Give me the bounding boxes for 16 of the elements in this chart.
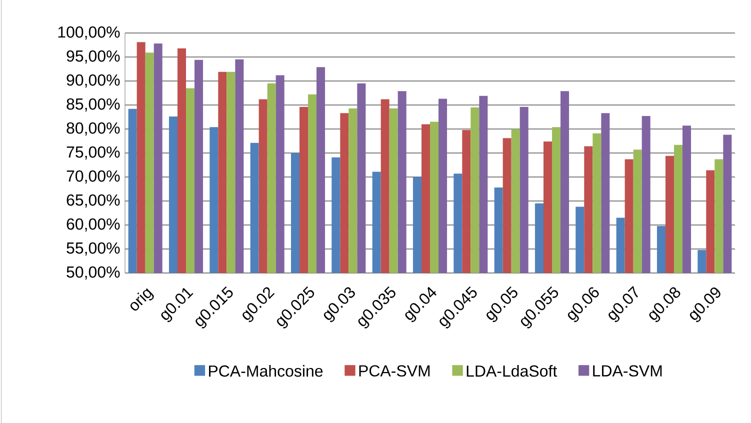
y-tick-label: 60,00% [66, 218, 120, 232]
y-tick-label: 65,00% [66, 194, 120, 208]
legend-label: PCA-Mahcosine [209, 364, 323, 377]
y-tick-label: 55,00% [66, 242, 120, 256]
y-tick-label: 80,00% [66, 122, 120, 136]
legend-label: PCA-SVM [359, 365, 430, 377]
y-tick-label: 75,00% [66, 146, 120, 160]
y-tick-label: 100,00% [58, 26, 120, 40]
y-tick-label: 50,00% [66, 266, 120, 280]
y-tick-label: 95,00% [66, 50, 120, 64]
x-tick-label: orig [130, 288, 154, 311]
y-tick-label: 90,00% [66, 74, 120, 88]
y-tick-label: 85,00% [66, 98, 120, 112]
legend-label: LDA-LdaSoft [466, 364, 558, 377]
y-tick-label: 70,00% [66, 170, 120, 184]
legend-label: LDA-SVM [593, 365, 662, 377]
